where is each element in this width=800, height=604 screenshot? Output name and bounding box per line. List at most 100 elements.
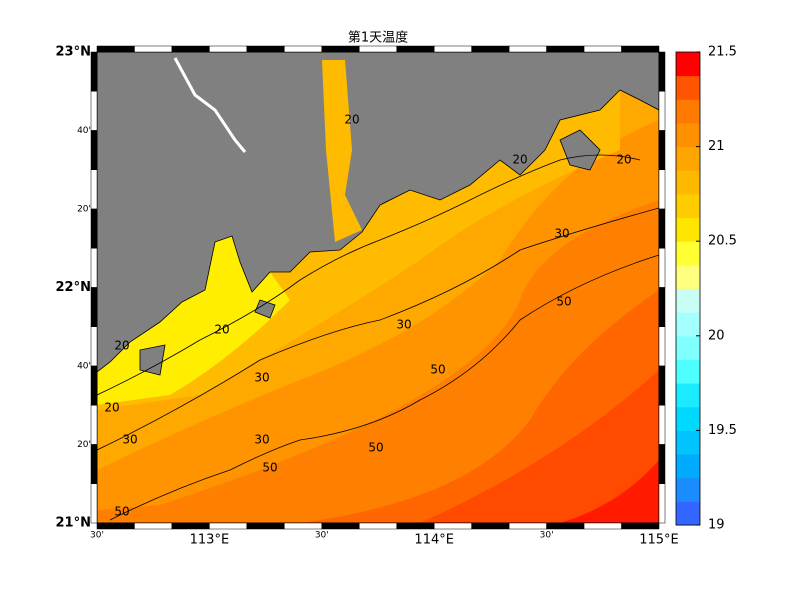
contour-label: 20 <box>512 153 527 167</box>
colorbar-swatch <box>676 383 700 408</box>
frame-segment <box>658 130 666 170</box>
frame-segment <box>96 522 135 530</box>
frame-segment <box>433 45 472 53</box>
colorbar-swatch <box>676 217 700 242</box>
frame-segment <box>658 287 666 327</box>
frame-segment <box>546 522 585 530</box>
lat-label: 40' <box>77 126 91 136</box>
frame-segment <box>658 326 666 367</box>
frame-segment <box>284 45 323 53</box>
frame-segment <box>433 522 472 530</box>
land <box>97 52 659 373</box>
lon-label: 115°E <box>639 533 679 548</box>
frame-segment <box>396 45 435 53</box>
contour-label: 30 <box>254 433 269 447</box>
lon-label: 114°E <box>414 533 454 548</box>
colorbar-swatch <box>676 312 700 337</box>
contour-line <box>97 207 659 451</box>
contour-label: 30 <box>254 371 269 385</box>
lat-label: 20' <box>77 440 91 450</box>
frame-segment <box>658 444 666 484</box>
frame-segment <box>321 45 360 53</box>
frame-segment <box>284 522 323 530</box>
lat-label: 23°N <box>56 45 91 60</box>
frame-segment <box>246 522 285 530</box>
estuary <box>322 60 362 242</box>
frame-segment <box>90 483 98 524</box>
contour-label: 50 <box>556 295 571 309</box>
frame-segment <box>171 45 210 53</box>
frame-segment <box>583 522 622 530</box>
colorbar-swatch <box>676 146 700 171</box>
frame-segment <box>471 522 510 530</box>
contour-label: 50 <box>114 505 129 519</box>
colorbar-swatch <box>676 99 700 124</box>
contour-label: 30 <box>554 227 569 241</box>
frame-segment <box>171 522 210 530</box>
lat-label: 22°N <box>56 280 91 295</box>
frame-segment <box>90 130 98 170</box>
colorbar-swatch <box>676 359 700 384</box>
frame-segment <box>246 45 285 53</box>
lon-label: 30' <box>540 531 554 541</box>
colorbar-swatch <box>676 406 700 431</box>
frame-segment <box>658 365 666 406</box>
frame-segment <box>90 405 98 445</box>
frame-segment <box>90 326 98 367</box>
frame-segment <box>90 444 98 484</box>
frame-segment <box>508 522 547 530</box>
frame-segment <box>359 45 397 53</box>
river <box>173 57 247 153</box>
contour-label: 20 <box>344 113 359 127</box>
frame-segment <box>90 365 98 406</box>
frame-segment <box>471 45 510 53</box>
colorbar-swatch <box>676 477 700 502</box>
colorbar-tick-label: 21 <box>708 139 725 154</box>
colorbar-swatch <box>676 335 700 360</box>
colorbar-swatch <box>676 122 700 148</box>
frame-segment <box>658 91 666 131</box>
lat-label: 40' <box>77 362 91 372</box>
frame-segment <box>546 45 585 53</box>
frame-segment <box>90 248 98 288</box>
colorbar-tick-label: 21.5 <box>708 45 737 60</box>
frame-segment <box>134 522 173 530</box>
frame-segment <box>396 522 435 530</box>
colorbar-swatch <box>676 241 700 266</box>
lat-label: 21°N <box>56 516 91 531</box>
contour-label: 20 <box>104 401 119 415</box>
contour-label: 20 <box>114 339 129 353</box>
frame-segment <box>209 45 248 53</box>
frame-segment <box>209 522 248 530</box>
colorbar-tick-label: 19.5 <box>708 423 737 438</box>
frame-segment <box>90 51 98 92</box>
frame-segment <box>658 248 666 288</box>
contour-label: 50 <box>430 363 445 377</box>
contour-label: 50 <box>368 441 383 455</box>
lat-label: 20' <box>77 205 91 215</box>
colorbar-swatch <box>676 454 700 479</box>
contour-label: 20 <box>214 323 229 337</box>
map-title: 第1天温度 <box>348 30 408 46</box>
colorbar-swatch <box>676 193 700 219</box>
frame-segment <box>658 169 666 210</box>
frame-segment <box>658 405 666 445</box>
colorbar-swatch <box>676 288 700 313</box>
colorbar-swatch <box>676 501 700 526</box>
contour-label: 50 <box>262 461 277 475</box>
frame-segment <box>96 45 135 53</box>
lon-label: 30' <box>90 531 104 541</box>
frame-segment <box>508 45 547 53</box>
colorbar-swatch <box>676 430 700 455</box>
frame-segment <box>90 208 98 249</box>
lon-label: 113°E <box>190 533 230 548</box>
colorbar-tick-label: 19 <box>708 518 725 533</box>
map-area <box>97 52 659 523</box>
frame-segment <box>583 45 622 53</box>
frame-segment <box>658 51 666 92</box>
frame-segment <box>621 522 660 530</box>
colorbar-swatch <box>676 170 700 195</box>
frame-segment <box>90 91 98 131</box>
frame-segment <box>658 483 666 524</box>
